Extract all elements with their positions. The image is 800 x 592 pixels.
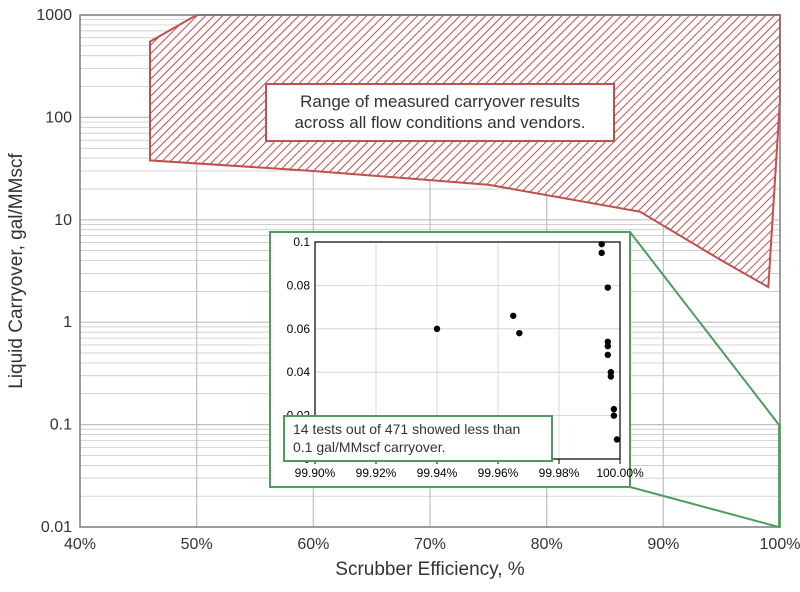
inset-point	[599, 250, 605, 256]
scrubber-efficiency-chart: 0.01 0.1 1 10 100 1000 40% 50% 60% 70% 80% 90% 100% 0…	[0, 0, 800, 587]
svg-text:0.1: 0.1	[50, 417, 72, 434]
annotation-green-text: 14 tests out of 471 showed less than 0.1…	[293, 421, 520, 455]
svg-text:50%: 50%	[181, 536, 213, 553]
svg-text:1000: 1000	[36, 7, 72, 24]
svg-text:100: 100	[45, 109, 72, 126]
svg-text:0.08: 0.08	[287, 278, 311, 292]
green-source-region	[779, 425, 780, 527]
svg-text:99.96%: 99.96%	[478, 466, 519, 480]
annotation-green: 14 tests out of 471 showed less than 0.1…	[283, 415, 553, 462]
svg-text:0.06: 0.06	[287, 322, 311, 336]
svg-text:99.90%: 99.90%	[295, 466, 336, 480]
inset-point	[614, 436, 620, 442]
svg-text:99.94%: 99.94%	[417, 466, 458, 480]
inset-point	[510, 313, 516, 319]
inset-point	[605, 343, 611, 349]
annotation-red: Range of measured carryover results acro…	[265, 83, 615, 142]
annotation-red-text: Range of measured carryover results acro…	[294, 92, 585, 132]
inset-point	[611, 412, 617, 418]
svg-text:100.00%: 100.00%	[596, 466, 644, 480]
svg-text:10: 10	[54, 212, 72, 229]
inset-point	[516, 330, 522, 336]
inset-point	[605, 284, 611, 290]
inset-point	[605, 352, 611, 358]
inset-point	[611, 406, 617, 412]
svg-text:60%: 60%	[297, 536, 329, 553]
inset-point	[434, 326, 440, 332]
svg-text:99.92%: 99.92%	[356, 466, 397, 480]
svg-text:40%: 40%	[64, 536, 96, 553]
svg-text:80%: 80%	[531, 536, 563, 553]
inset-point	[608, 373, 614, 379]
svg-text:90%: 90%	[647, 536, 679, 553]
svg-text:99.98%: 99.98%	[539, 466, 580, 480]
svg-text:0.1: 0.1	[293, 235, 310, 249]
x-axis-label: Scrubber Efficiency, %	[335, 559, 524, 580]
inset-point	[599, 241, 605, 247]
svg-text:0.01: 0.01	[41, 519, 72, 536]
svg-text:70%: 70%	[414, 536, 446, 553]
y-axis-label: Liquid Carryover, gal/MMscf	[6, 153, 27, 389]
svg-text:0.04: 0.04	[287, 365, 311, 379]
svg-text:100%: 100%	[760, 536, 800, 553]
svg-text:1: 1	[63, 314, 72, 331]
